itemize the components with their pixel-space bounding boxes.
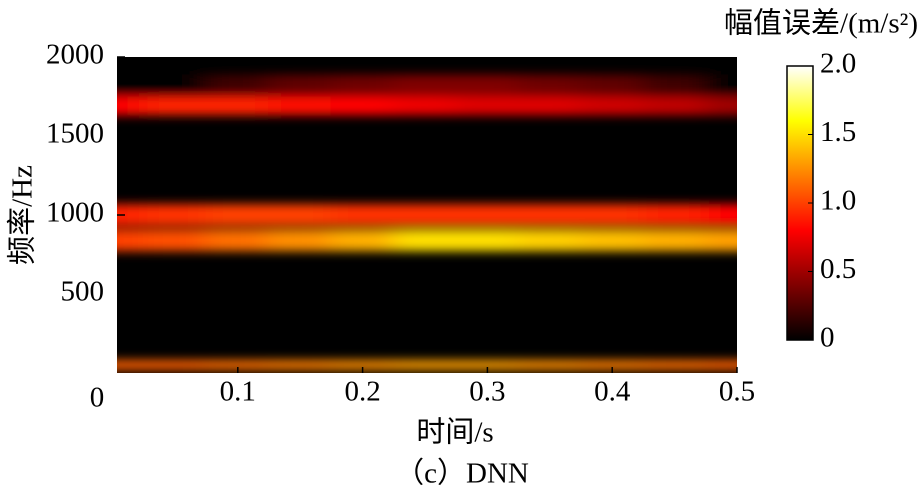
x-tick-label: 0.3	[469, 376, 505, 408]
heatmap-cell	[642, 360, 707, 371]
heatmap-cell	[392, 93, 458, 116]
heatmap-cell	[143, 74, 208, 97]
colorbar-tick-label: 1.5	[820, 116, 856, 148]
heatmap-cell	[580, 360, 645, 371]
x-tick-label: 0.4	[594, 376, 631, 408]
heatmap-cell	[642, 74, 707, 97]
heatmap-cell	[205, 204, 270, 226]
heatmap-cell	[642, 204, 707, 226]
caption: （c）DNN	[395, 458, 529, 490]
colorbar-tick-label: 1.0	[820, 185, 856, 217]
heatmap-cell	[704, 360, 737, 371]
heatmap-cell	[455, 93, 520, 116]
heatmap-cell	[268, 93, 333, 116]
heatmap-cell	[704, 74, 737, 97]
x-tick-label: 0.5	[719, 376, 755, 408]
heatmap-cell	[704, 229, 737, 252]
heatmap-cell	[517, 360, 582, 371]
heatmap	[117, 74, 737, 371]
heatmap-cell	[392, 229, 458, 252]
y-tick-label: 2000	[46, 39, 104, 71]
colorbar-tick-label: 2.0	[820, 48, 856, 80]
heatmap-cell	[704, 204, 737, 226]
heatmap-cell	[143, 204, 208, 226]
heatmap-cell	[117, 360, 146, 371]
heatmap-cell	[268, 360, 333, 371]
heatmap-cell	[205, 229, 270, 252]
heatmap-cell	[330, 74, 395, 97]
heatmap-cell	[580, 93, 645, 116]
heatmap-cell	[642, 229, 707, 252]
heatmap-cell	[580, 74, 645, 97]
heatmap-cell	[517, 229, 582, 252]
heatmap-cell	[117, 229, 146, 252]
heatmap-cell	[205, 74, 270, 97]
heatmap-cell	[143, 229, 208, 252]
heatmap-cell	[330, 360, 395, 371]
heatmap-cell	[205, 360, 270, 371]
heatmap-cell	[580, 204, 645, 226]
colorbar-label: 幅值误差/(m/s²)	[724, 7, 918, 40]
heatmap-cell	[268, 74, 333, 97]
heatmap-cell	[580, 229, 645, 252]
heatmap-cell	[392, 204, 458, 226]
heatmap-cell	[117, 74, 146, 97]
x-tick-label: 0.2	[344, 376, 380, 408]
heatmap-cell	[330, 204, 395, 226]
x-tick-label: 0.1	[220, 376, 256, 408]
heatmap-cell	[455, 204, 520, 226]
heatmap-cell	[517, 204, 582, 226]
heatmap-cell	[642, 93, 707, 116]
y-tick-label: 1000	[46, 197, 104, 229]
heatmap-cell	[392, 74, 458, 97]
heatmap-cell	[392, 360, 458, 371]
heatmap-cell	[455, 360, 520, 371]
heatmap-cell	[268, 204, 333, 226]
heatmap-cell	[205, 93, 270, 116]
heatmap-cell	[330, 229, 395, 252]
heatmap-cell	[455, 229, 520, 252]
y-axis-label: 频率/Hz	[6, 165, 39, 265]
y-tick-label: 1500	[46, 118, 104, 150]
y-tick-label: 500	[61, 276, 105, 308]
heatmap-cell	[330, 93, 395, 116]
heatmap-cell	[517, 74, 582, 97]
x-tick-label: 0	[90, 382, 105, 414]
heatmap-cell	[117, 204, 146, 226]
heatmap-cell	[517, 93, 582, 116]
heatmap-cell	[704, 93, 737, 116]
colorbar-tick-label: 0	[820, 322, 835, 354]
heatmap-cell	[117, 93, 146, 116]
colorbar-tick-label: 0.5	[820, 253, 856, 285]
heatmap-cell	[143, 93, 208, 116]
heatmap-cell	[268, 229, 333, 252]
x-axis-label: 时间/s	[416, 416, 493, 449]
heatmap-cell	[143, 360, 208, 371]
heatmap-cell	[455, 74, 520, 97]
